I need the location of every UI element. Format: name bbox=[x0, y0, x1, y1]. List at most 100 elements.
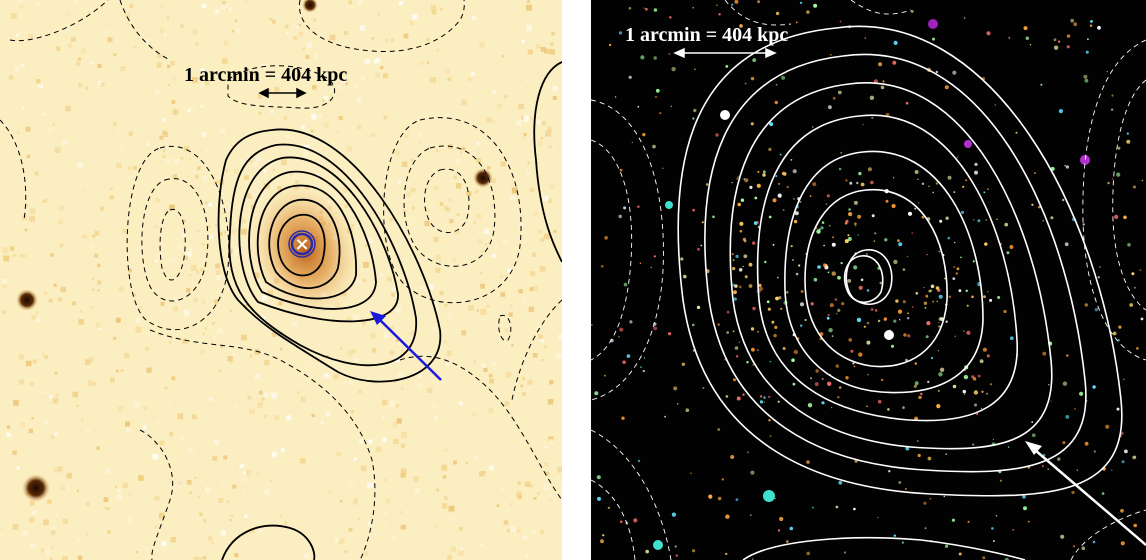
noise-speck bbox=[483, 228, 490, 235]
noise-speck bbox=[92, 288, 95, 291]
star bbox=[855, 225, 857, 227]
star bbox=[936, 404, 941, 409]
star bbox=[782, 347, 786, 350]
noise-speck bbox=[241, 478, 246, 483]
noise-speck bbox=[168, 340, 172, 344]
noise-speck bbox=[241, 218, 247, 224]
noise-speck bbox=[2, 310, 6, 314]
noise-speck bbox=[433, 524, 438, 528]
noise-speck bbox=[255, 373, 260, 377]
star bbox=[739, 221, 744, 226]
noise-speck bbox=[199, 348, 206, 355]
noise-speck bbox=[200, 204, 203, 207]
noise-speck bbox=[269, 18, 273, 21]
noise-speck bbox=[178, 243, 184, 248]
star bbox=[685, 408, 690, 413]
noise-speck bbox=[280, 347, 283, 351]
star bbox=[1126, 139, 1131, 144]
noise-speck bbox=[511, 344, 514, 347]
star bbox=[1084, 78, 1089, 83]
noise-speck bbox=[356, 124, 362, 130]
noise-speck bbox=[332, 360, 338, 366]
noise-speck bbox=[408, 219, 413, 224]
noise-speck bbox=[426, 37, 430, 42]
noise-speck bbox=[300, 458, 306, 464]
noise-speck bbox=[359, 0, 364, 5]
star bbox=[763, 490, 775, 502]
noise-speck bbox=[526, 86, 529, 89]
noise-speck bbox=[539, 265, 546, 272]
star bbox=[1118, 325, 1122, 329]
star bbox=[905, 446, 910, 451]
noise-speck bbox=[245, 470, 252, 476]
star bbox=[960, 210, 965, 214]
star bbox=[716, 4, 718, 6]
star bbox=[1006, 251, 1010, 255]
noise-speck bbox=[541, 358, 544, 362]
star bbox=[1093, 450, 1096, 453]
noise-speck bbox=[408, 285, 412, 289]
star bbox=[653, 255, 656, 258]
star bbox=[1111, 178, 1114, 180]
noise-speck bbox=[48, 127, 53, 132]
star bbox=[1031, 203, 1034, 206]
noise-speck bbox=[485, 243, 488, 246]
noise-speck bbox=[318, 114, 322, 118]
noise-speck bbox=[435, 254, 442, 261]
star bbox=[767, 307, 771, 311]
noise-speck bbox=[501, 488, 504, 491]
noise-speck bbox=[488, 373, 493, 378]
noise-speck bbox=[259, 390, 263, 395]
star bbox=[662, 167, 664, 169]
noise-speck bbox=[62, 556, 68, 560]
star bbox=[732, 330, 735, 333]
star bbox=[749, 514, 752, 516]
star bbox=[1087, 38, 1089, 41]
noise-speck bbox=[173, 306, 178, 312]
noise-speck bbox=[523, 115, 530, 122]
star bbox=[907, 317, 910, 320]
star bbox=[995, 514, 998, 517]
noise-speck bbox=[538, 229, 543, 234]
star bbox=[1031, 421, 1034, 423]
noise-speck bbox=[128, 131, 133, 136]
star bbox=[873, 240, 876, 242]
noise-speck bbox=[76, 404, 79, 408]
noise-speck bbox=[396, 418, 402, 424]
star bbox=[905, 101, 909, 105]
star bbox=[880, 85, 885, 90]
star bbox=[757, 170, 760, 173]
star bbox=[867, 167, 872, 172]
noise-speck bbox=[342, 187, 349, 193]
noise-speck bbox=[491, 253, 496, 258]
noise-speck bbox=[156, 62, 162, 68]
noise-speck bbox=[12, 524, 19, 530]
star bbox=[637, 105, 640, 108]
noise-speck bbox=[536, 119, 541, 125]
star bbox=[857, 214, 862, 219]
star bbox=[721, 478, 724, 481]
star bbox=[680, 257, 684, 261]
noise-speck bbox=[375, 446, 382, 453]
noise-speck bbox=[384, 39, 388, 43]
star bbox=[806, 460, 810, 464]
noise-speck bbox=[432, 404, 436, 408]
star bbox=[907, 211, 913, 216]
noise-speck bbox=[560, 491, 562, 497]
star bbox=[1133, 286, 1136, 289]
noise-speck bbox=[195, 42, 199, 46]
noise-speck bbox=[430, 77, 436, 83]
noise-speck bbox=[455, 159, 460, 164]
star bbox=[760, 395, 763, 398]
star bbox=[736, 396, 741, 401]
noise-speck bbox=[242, 471, 246, 475]
noise-speck bbox=[401, 387, 404, 391]
star bbox=[840, 262, 843, 265]
star bbox=[943, 495, 946, 498]
noise-speck bbox=[57, 466, 63, 472]
star bbox=[22, 474, 50, 502]
noise-speck bbox=[534, 211, 538, 216]
noise-speck bbox=[556, 352, 562, 359]
noise-speck bbox=[83, 189, 86, 192]
noise-speck bbox=[552, 96, 557, 100]
